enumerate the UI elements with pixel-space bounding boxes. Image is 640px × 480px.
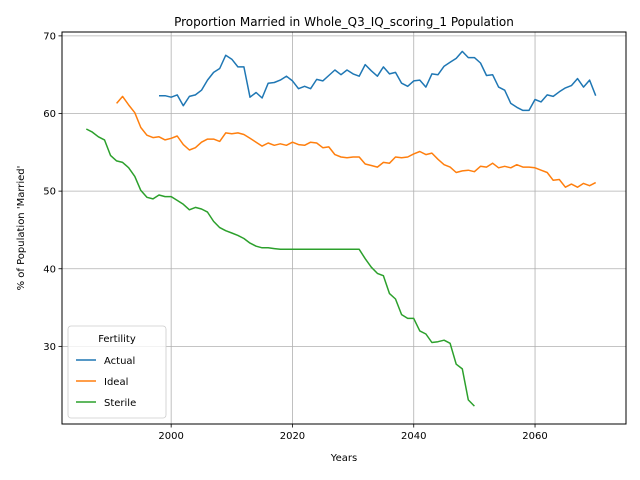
legend-box bbox=[67, 325, 167, 419]
legend: Fertility Actual Ideal Sterile bbox=[67, 325, 167, 419]
x-tick-label: 2060 bbox=[522, 431, 547, 442]
y-tick-label: 50 bbox=[43, 187, 56, 198]
x-axis-label: Years bbox=[330, 453, 357, 464]
x-tick-label: 2000 bbox=[158, 431, 183, 442]
series-line-actual bbox=[159, 50, 597, 112]
x-tick-label: 2020 bbox=[280, 431, 305, 442]
grid bbox=[62, 32, 626, 424]
y-axis-label: % of Population 'Married' bbox=[16, 166, 27, 291]
chart-title: Proportion Married in Whole_Q3_IQ_scorin… bbox=[174, 15, 514, 29]
y-tick-label: 30 bbox=[43, 342, 56, 353]
legend-label: Ideal bbox=[104, 377, 128, 388]
axis-ticks: 2000 2020 2040 2060 30 40 50 60 70 bbox=[43, 31, 547, 442]
y-tick-label: 60 bbox=[43, 109, 56, 120]
y-tick-label: 70 bbox=[43, 31, 56, 42]
series-line-ideal bbox=[116, 95, 597, 188]
x-tick-label: 2040 bbox=[401, 431, 426, 442]
plot-frame bbox=[61, 31, 627, 425]
series-lines bbox=[85, 50, 597, 407]
legend-label: Actual bbox=[104, 356, 135, 367]
legend-label: Sterile bbox=[104, 398, 136, 409]
y-tick-label: 40 bbox=[43, 264, 56, 275]
series-line-sterile bbox=[85, 128, 475, 407]
legend-title: Fertility bbox=[98, 334, 136, 345]
